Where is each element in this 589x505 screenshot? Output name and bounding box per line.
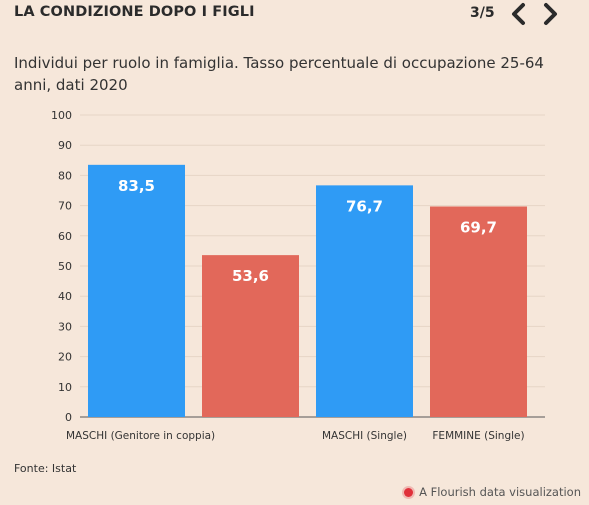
y-tick-label: 70 (58, 200, 72, 213)
bar (88, 164, 185, 417)
data-label: 69,7 (460, 219, 497, 237)
data-label: 53,6 (232, 267, 269, 285)
slide-counter: 3/5 (470, 5, 495, 21)
chevron-left-icon (512, 3, 525, 25)
x-tick-label: MASCHI (Single) (322, 430, 407, 442)
y-tick-label: 80 (58, 169, 72, 182)
previous-button[interactable] (506, 1, 532, 27)
chart-subtitle: Individui per ruolo in famiglia. Tasso p… (14, 54, 544, 94)
y-tick-label: 30 (58, 320, 72, 333)
page-title: LA CONDIZIONE DOPO I FIGLI (14, 4, 255, 20)
flourish-credit-link[interactable]: A Flourish data visualization (404, 485, 581, 499)
next-button[interactable] (537, 1, 563, 27)
bar (430, 206, 527, 417)
bar-chart: 0 10 20 30 40 50 60 70 80 90 100 83,5 MASCHI (Genito… (51, 109, 545, 442)
source-note: Fonte: Istat (14, 462, 77, 475)
chevron-right-icon (544, 3, 557, 25)
y-tick-label: 40 (58, 290, 72, 303)
y-tick-label: 0 (65, 411, 72, 424)
y-tick-label: 90 (58, 139, 72, 152)
flourish-credit-label: A Flourish data visualization (419, 485, 581, 499)
data-label: 76,7 (346, 197, 383, 215)
data-label: 83,5 (118, 177, 155, 195)
bar (202, 255, 299, 417)
y-tick-label: 20 (58, 351, 72, 364)
flourish-dot-icon (404, 487, 414, 497)
y-tick-label: 100 (51, 109, 72, 122)
x-tick-label: MASCHI (Genitore in coppia) (66, 430, 215, 442)
header: LA CONDIZIONE DOPO I FIGLI 3/5 (0, 0, 589, 30)
y-tick-label: 10 (58, 381, 72, 394)
x-tick-label: FEMMINE (Single) (432, 430, 524, 442)
y-tick-label: 50 (58, 260, 72, 273)
bar (316, 185, 413, 417)
y-tick-label: 60 (58, 230, 72, 243)
